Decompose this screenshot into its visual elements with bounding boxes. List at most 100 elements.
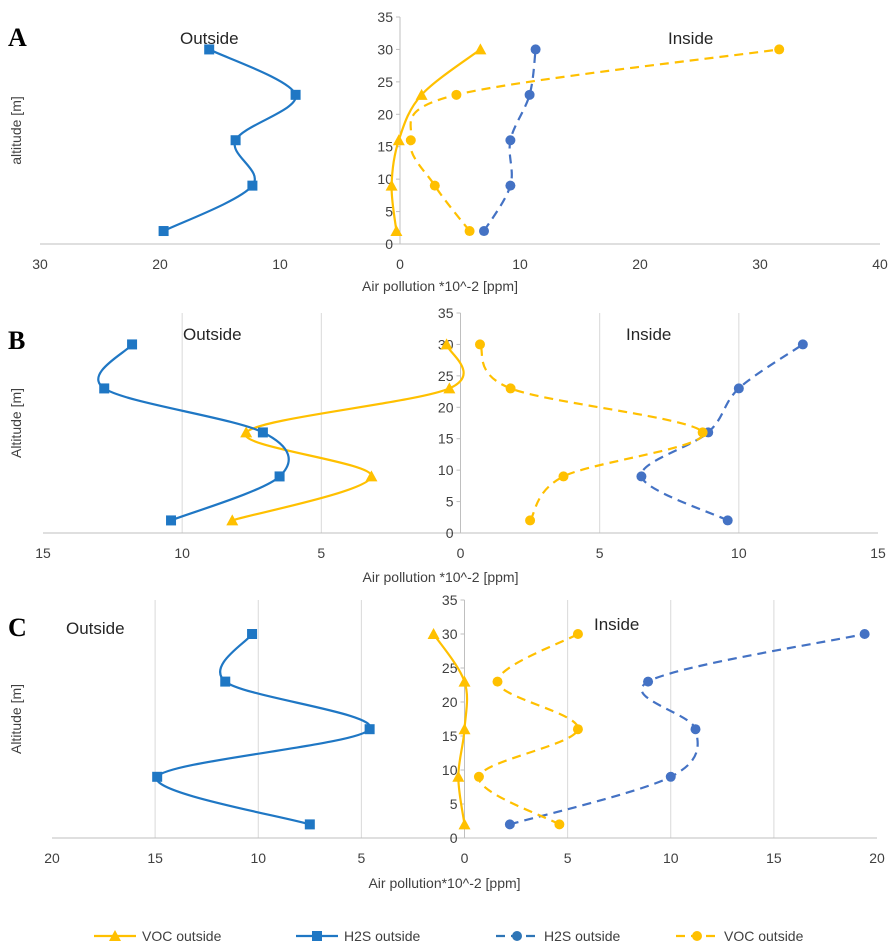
data-point: [554, 819, 565, 830]
series-line: [640, 343, 804, 522]
panel-letter: C: [8, 613, 27, 642]
data-point: [440, 338, 453, 350]
y-axis-title: Altitude [m]: [8, 388, 24, 458]
data-point: [479, 226, 489, 237]
data-point: [427, 628, 440, 639]
x-axis-title: Air pollution *10^-2 [ppm]: [363, 569, 519, 585]
data-point: [697, 427, 708, 438]
y-tick-label: 25: [377, 74, 393, 90]
data-point: [859, 629, 870, 639]
series-line: [478, 343, 704, 522]
x-tick-label: 10: [272, 256, 288, 272]
legend-item: H2S outside: [496, 928, 620, 944]
data-point: [643, 676, 654, 687]
x-tick-label: 10: [663, 850, 679, 866]
series-voc-outside-solid: [226, 338, 465, 526]
y-tick-label: 35: [438, 305, 454, 321]
series-line: [509, 632, 865, 826]
y-tick-label: 35: [442, 592, 458, 608]
x-tick-label: 30: [752, 256, 768, 272]
x-tick-label: 40: [872, 256, 888, 272]
legend-label: H2S outside: [544, 928, 620, 944]
data-point: [572, 724, 583, 735]
series-line: [409, 48, 780, 232]
y-axis-title: Altitude [m]: [8, 684, 24, 754]
data-point: [505, 383, 516, 394]
data-point: [774, 44, 785, 55]
series-voc-outside-dashed: [473, 629, 583, 830]
series-line: [477, 633, 579, 826]
data-point: [365, 470, 378, 482]
data-point: [220, 676, 231, 687]
x-tick-label: 5: [596, 545, 604, 561]
data-point: [474, 43, 487, 55]
x-tick-label: 0: [396, 256, 404, 272]
data-point: [464, 226, 475, 237]
data-point: [505, 135, 516, 146]
x-tick-label: 5: [357, 850, 365, 866]
x-axis-title: Air pollution*10^-2 [ppm]: [368, 875, 520, 891]
data-point: [392, 134, 405, 146]
panel-letter: B: [8, 326, 25, 355]
series-voc-outside-solid: [427, 628, 471, 830]
data-point: [474, 339, 485, 350]
x-tick-label: 5: [564, 850, 572, 866]
series-h2s-outside-solid: [152, 629, 375, 830]
outside-label: Outside: [180, 29, 239, 48]
series-h2s-outside-dashed: [636, 339, 808, 526]
x-tick-label: 15: [870, 545, 886, 561]
y-tick-label: 5: [450, 796, 458, 812]
panel-letter: A: [8, 23, 27, 52]
legend-marker: [512, 931, 522, 941]
data-point: [304, 819, 315, 830]
y-tick-label: 10: [438, 462, 454, 478]
data-point: [152, 771, 163, 782]
data-point: [733, 383, 744, 394]
y-tick-label: 25: [438, 368, 454, 384]
x-tick-label: 0: [457, 545, 465, 561]
data-point: [572, 629, 583, 639]
data-point: [405, 135, 416, 146]
y-tick-label: 5: [385, 204, 393, 220]
chart-panel-b: 0510152025303515105051015Air pollution *…: [8, 305, 886, 585]
chart-panel-c: 0 5 10 15 20 25 30 35 20 15 10 5 0 5 10 15 20 Air polluti…: [8, 592, 885, 891]
x-tick-label: 30: [32, 256, 48, 272]
data-point: [504, 819, 515, 830]
series-line: [156, 633, 371, 826]
data-point: [274, 471, 285, 482]
legend-item: VOC outside: [94, 928, 222, 944]
x-tick-label: 15: [766, 850, 782, 866]
y-tick-label: 20: [377, 106, 393, 122]
x-tick-label: 10: [174, 545, 190, 561]
x-tick-label: 15: [147, 850, 163, 866]
x-tick-label: 5: [317, 545, 325, 561]
data-point: [158, 226, 169, 237]
data-point: [458, 723, 471, 735]
data-point: [230, 135, 241, 146]
x-tick-label: 15: [35, 545, 51, 561]
y-tick-label: 15: [377, 139, 393, 155]
legend-label: VOC outside: [724, 928, 804, 944]
data-point: [166, 515, 177, 526]
y-tick-label: 0: [446, 525, 454, 541]
data-point: [204, 44, 215, 55]
x-tick-label: 20: [632, 256, 648, 272]
data-point: [722, 515, 733, 526]
y-tick-label: 25: [442, 660, 458, 676]
series-voc-outside-dashed: [474, 339, 708, 526]
y-tick-label: 5: [446, 494, 454, 510]
inside-label: Inside: [594, 615, 639, 634]
data-point: [364, 724, 375, 735]
series-h2s-outside-dashed: [479, 44, 541, 237]
data-point: [390, 225, 403, 237]
data-point: [257, 427, 268, 438]
legend-marker: [312, 931, 322, 941]
data-point: [247, 629, 258, 639]
x-tick-label: 20: [44, 850, 60, 866]
y-tick-label: 15: [442, 728, 458, 744]
data-point: [247, 180, 258, 191]
outside-label: Outside: [183, 325, 242, 344]
inside-label: Inside: [626, 325, 671, 344]
data-point: [665, 771, 676, 782]
series-line: [390, 48, 482, 232]
